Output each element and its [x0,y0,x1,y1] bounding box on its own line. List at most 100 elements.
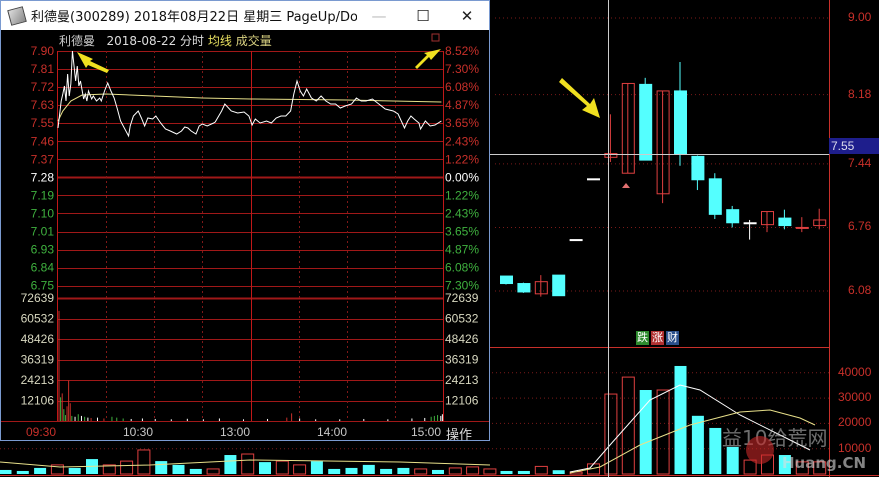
volume-label[interactable]: 成交量 [235,34,272,48]
percent-tick: 2.43% [445,134,479,148]
volume-tick: 60532 [21,312,55,326]
volume-bar [172,464,185,474]
intraday-popup-window: 利德曼(300289) 2018年08月22日 星期三 PageUp/Down:… [0,0,490,443]
volume-bar [709,427,722,474]
percent-tick: 4.87% [445,98,479,112]
price-tick: 7.44 [848,155,872,170]
percent-tick: 7.30% [445,279,479,293]
app-icon [7,5,27,26]
price-tick: 7.10 [31,206,55,220]
volume-bar [241,453,255,475]
price-tick: 7.28 [31,170,55,184]
volume-bar [293,464,307,475]
volume-bar [743,459,757,475]
price-tick: 6.08 [848,283,872,298]
percent-tick: 4.87% [445,243,479,257]
volume-bar [432,469,444,474]
volume-bar [345,467,358,474]
volume-bar [380,468,393,474]
volume-ma-line [569,384,811,473]
price-tick: 6.75 [31,279,55,293]
tag-fall[interactable]: 跌 [636,331,649,345]
candle-body [552,274,566,297]
maximize-button[interactable]: ☐ [416,6,430,25]
window-title: 利德曼(300289) 2018年08月22日 星期三 PageUp/Down:… [31,10,357,25]
volume-bar [795,461,809,475]
candle-body [795,226,809,229]
candle-body [534,281,548,295]
chart-date: 2018-08-22 [106,34,177,48]
percent-tick: 8.52% [445,44,479,58]
candle-body [691,155,705,181]
price-tick: 7.90 [31,44,55,58]
candle-body [517,283,531,293]
price-tick: 6.76 [848,219,872,234]
watermark-logo: Huang.CN [782,454,866,472]
volume-bar [483,468,497,475]
price-tick: 7.46 [31,134,55,148]
close-button[interactable]: ✕ [460,6,474,25]
volume-bar [517,470,530,474]
volume-bar [534,465,548,475]
volume-bar [414,468,428,475]
volume-tick: 72639 [445,291,479,305]
up-marker-icon [622,183,630,188]
volume-bar [137,449,151,475]
volume-bar [674,365,687,474]
avg-line-label[interactable]: 均线 [207,34,232,48]
volume-bar [604,393,618,475]
price-tick: 7.37 [31,152,55,166]
percent-tick: 3.65% [445,116,479,130]
candle-body [656,90,670,195]
volume-bar [691,415,704,474]
operate-button[interactable]: 操作 [446,428,473,443]
volume-tick: 36319 [21,353,55,367]
volume-tick: 20000 [838,415,872,430]
volume-tick: 12106 [21,394,55,408]
info-tags: 跌 涨 财 [636,331,679,345]
avg-price-line [57,93,442,122]
price-line [57,50,442,138]
volume-bar [68,467,81,474]
percent-tick: 1.22% [445,188,479,202]
minimize-button[interactable]: — [371,6,387,25]
volume-bar [466,466,480,475]
watermark-logo [746,436,774,464]
candle-body [500,275,513,285]
volume-bar [206,468,220,475]
volume-tick: 60532 [445,312,479,326]
candle-body [778,217,792,227]
arrow-icon [415,49,441,69]
percent-tick: 3.65% [445,225,479,239]
tag-finance[interactable]: 财 [666,331,679,345]
price-tick: 7.72 [31,80,55,94]
candle-body [569,239,583,242]
volume-bar [621,376,635,475]
candle-body [708,178,722,215]
volume-bar [275,460,289,475]
current-price-label: 7.55 [829,138,879,154]
price-tick: 7.01 [31,225,55,239]
candle-body [621,82,635,174]
volume-bar [362,464,375,474]
percent-tick: 0.00% [445,170,479,184]
volume-bar [259,462,271,474]
percent-tick: 1.22% [445,152,479,166]
volume-tick: 48426 [445,332,479,346]
volume-bar [656,389,670,475]
volume-bar [189,468,202,474]
volume-tick: 24213 [445,373,479,387]
volume-bar [639,390,652,474]
chart-header: 利德曼 2018-08-22 分时 均线 成交量 [59,32,272,49]
volume-bar [726,446,739,474]
tag-rise[interactable]: 涨 [651,331,664,345]
volume-bar [102,464,116,475]
volume-bar [50,464,64,475]
intraday-chart[interactable]: 7.90 8.52% 7.81 7.30% 7.72 6.08% 7.63 4.87% 7.55… [1,30,489,441]
candle-body [674,90,687,155]
chart-mode: 分时 [180,34,205,48]
volume-tick: 36319 [445,353,479,367]
title-bar[interactable]: 利德曼(300289) 2018年08月22日 星期三 PageUp/Down:… [1,1,489,30]
volume-ma-line [569,409,816,474]
